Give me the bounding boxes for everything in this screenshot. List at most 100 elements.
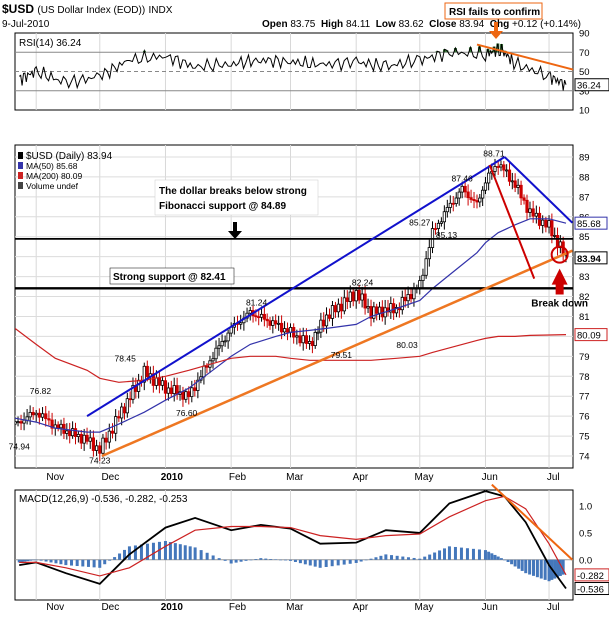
candle-body bbox=[107, 430, 111, 443]
candle-body bbox=[214, 347, 218, 360]
candle-body bbox=[330, 305, 335, 319]
macd-histogram-bar bbox=[459, 547, 463, 560]
macd-histogram-bar bbox=[496, 556, 500, 560]
candle-body bbox=[285, 328, 290, 333]
macd-histogram-bar bbox=[98, 559, 102, 568]
macd-histogram-bar bbox=[336, 559, 340, 566]
macd-histogram-bar bbox=[217, 558, 221, 560]
low-value: 83.62 bbox=[398, 19, 424, 30]
candle-body bbox=[274, 320, 278, 325]
macd-histogram-bar bbox=[490, 553, 494, 560]
x-axis-label: Jul bbox=[547, 472, 560, 483]
macd-histogram-bar bbox=[211, 555, 215, 560]
breakdown-trend-line bbox=[488, 164, 536, 279]
macd-histogram-bar bbox=[524, 559, 528, 574]
candle-body bbox=[262, 313, 266, 320]
macd-histogram-bar bbox=[364, 559, 368, 561]
candle-body bbox=[50, 419, 54, 429]
macd-histogram-bar bbox=[503, 559, 507, 561]
support-annotation-box bbox=[109, 267, 235, 285]
candle-body bbox=[196, 379, 200, 391]
macd-histogram-bar bbox=[510, 559, 514, 565]
macd-histogram-bar bbox=[259, 558, 263, 560]
rsi-label: RSI(14) 36.24 bbox=[19, 38, 82, 49]
price-point-label: 88.71 bbox=[483, 149, 505, 159]
candle-body bbox=[172, 385, 176, 394]
candle-body bbox=[98, 445, 102, 454]
x-axis-label: May bbox=[415, 472, 434, 483]
macd-histogram-bar bbox=[342, 559, 346, 565]
macd-histogram-bar bbox=[54, 559, 58, 564]
candle-body bbox=[157, 377, 162, 386]
candle-body bbox=[282, 328, 287, 333]
candle-body bbox=[442, 211, 446, 223]
candle-body bbox=[211, 358, 215, 362]
macd-histogram-bar bbox=[279, 559, 283, 561]
candle-body bbox=[531, 208, 535, 217]
macd-histogram-bar bbox=[31, 559, 35, 561]
rsi-tick-label: 10 bbox=[579, 106, 590, 117]
price-tick-label: 88 bbox=[579, 172, 590, 183]
macd-histogram-bar bbox=[29, 559, 33, 561]
legend-swatch bbox=[18, 152, 23, 159]
candle-body bbox=[298, 335, 302, 344]
price-tick-label: 78 bbox=[579, 372, 590, 383]
down-arrow-icon bbox=[228, 222, 242, 239]
macd-histogram-bar bbox=[303, 559, 307, 565]
macd-histogram-bar bbox=[254, 559, 258, 560]
macd-histogram-bar bbox=[535, 559, 539, 578]
candle-body bbox=[406, 294, 410, 302]
candle-body bbox=[220, 340, 224, 347]
rsi-annotation: RSI fails to confirm bbox=[449, 7, 540, 18]
candle-body bbox=[301, 335, 305, 344]
macd-histogram-bar bbox=[293, 559, 297, 562]
candle-body bbox=[507, 169, 512, 182]
candle-body bbox=[544, 219, 548, 228]
candle-body bbox=[372, 306, 376, 319]
support-trend-line bbox=[101, 249, 573, 458]
macd-histogram-bar bbox=[163, 540, 167, 560]
macd-histogram-bar bbox=[348, 559, 352, 564]
high-value: 84.11 bbox=[345, 19, 371, 30]
macd-histogram-bar bbox=[324, 559, 328, 567]
candle-body bbox=[478, 197, 482, 203]
x-axis-label: Dec bbox=[101, 472, 119, 483]
candle-body bbox=[22, 419, 26, 424]
candle-body bbox=[117, 416, 121, 419]
candle-body bbox=[307, 341, 312, 344]
candle-body bbox=[502, 164, 506, 171]
macd-histogram-bar bbox=[223, 559, 227, 561]
candle-body bbox=[125, 398, 129, 414]
macd-histogram-bar bbox=[547, 559, 551, 582]
candle-body bbox=[160, 380, 165, 386]
macd-histogram-bar bbox=[193, 547, 197, 560]
breakdown-circle bbox=[550, 245, 569, 264]
price-point-label: 76.60 bbox=[176, 408, 198, 418]
price-tick-label: 79 bbox=[579, 352, 590, 363]
candle-body bbox=[128, 398, 132, 401]
candle-body bbox=[205, 365, 209, 368]
price-tag: 85.68 bbox=[577, 219, 601, 230]
dollar-annotation-line2: Fibonacci support @ 84.89 bbox=[159, 201, 286, 212]
dollar-annotation-line1: The dollar breaks below strong bbox=[159, 186, 307, 197]
candle-body bbox=[268, 320, 272, 326]
macd-histogram-bar bbox=[122, 549, 126, 560]
candle-body bbox=[85, 434, 89, 442]
macd-histogram-bar bbox=[249, 559, 253, 561]
candle-body bbox=[445, 207, 449, 213]
candle-body bbox=[31, 411, 35, 416]
candle-body bbox=[505, 169, 509, 172]
candle-body bbox=[493, 166, 497, 172]
rsi-down-arrow-icon bbox=[489, 22, 503, 39]
macd-label: MACD(12,26,9) -0.536, -0.282, -0.253 bbox=[19, 494, 188, 505]
candle-body bbox=[313, 331, 317, 346]
x-axis-label: 2010 bbox=[161, 602, 184, 613]
rsi-value-tag: 36.24 bbox=[577, 81, 601, 92]
candle-body bbox=[277, 322, 281, 325]
x-axis-label: Apr bbox=[353, 472, 369, 483]
candle-body bbox=[151, 373, 155, 386]
macd-histogram-bar bbox=[447, 546, 451, 560]
candle-body bbox=[375, 306, 379, 314]
candle-body bbox=[137, 379, 141, 392]
rsi-tick-label: 50 bbox=[579, 67, 590, 78]
